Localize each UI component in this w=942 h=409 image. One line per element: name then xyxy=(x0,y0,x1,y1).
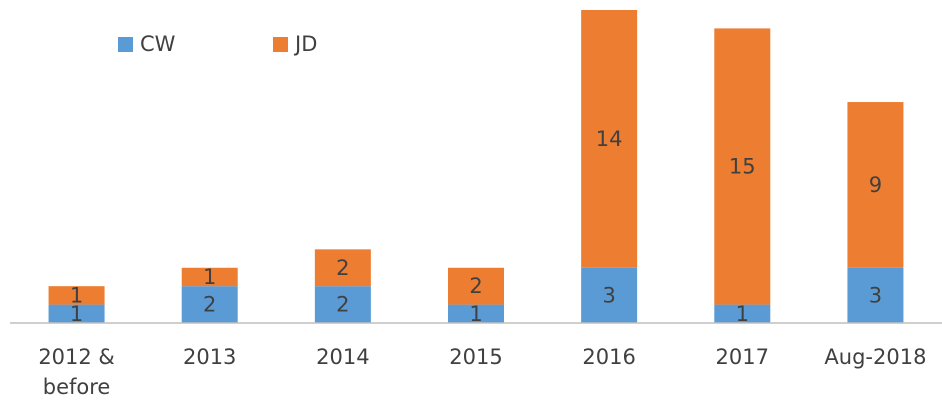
x-tick-label: Aug-2018 xyxy=(824,345,927,369)
bar-segment xyxy=(314,286,371,323)
legend-swatch xyxy=(273,37,288,52)
legend-swatch xyxy=(118,37,133,52)
data-label: 1 xyxy=(469,302,482,326)
bar-segment xyxy=(714,304,771,323)
data-label: 1 xyxy=(203,265,216,289)
bar-segment xyxy=(48,286,105,305)
data-label: 1 xyxy=(70,302,83,326)
bar-segment xyxy=(847,102,904,268)
bar-segment xyxy=(181,286,238,323)
bar-segment xyxy=(581,267,638,323)
data-label: 14 xyxy=(596,127,623,151)
x-tick-label: 2015 xyxy=(449,345,503,369)
data-label: 2 xyxy=(336,293,349,317)
bar-segment xyxy=(847,267,904,323)
x-tick-label: 2017 xyxy=(715,345,769,369)
bar-segment xyxy=(581,10,638,268)
data-label: 15 xyxy=(729,155,756,179)
legend-label: JD xyxy=(293,32,317,56)
bar-segment xyxy=(314,249,371,287)
data-label: 3 xyxy=(869,283,882,307)
data-label: 3 xyxy=(602,283,615,307)
bar-segment xyxy=(448,267,504,305)
data-label: 2 xyxy=(469,274,482,298)
bar-segment xyxy=(48,304,105,323)
legend-label: CW xyxy=(140,32,176,56)
x-tick-label: 2012 & before xyxy=(38,345,115,399)
data-label: 1 xyxy=(736,302,749,326)
data-label: 2 xyxy=(336,256,349,280)
bar-segment xyxy=(714,28,771,305)
bar-segment xyxy=(448,304,504,323)
x-tick-label: 2016 xyxy=(582,345,636,369)
data-label: 1 xyxy=(70,283,83,307)
x-tick-label: 2014 xyxy=(316,345,370,369)
x-tick-label: 2013 xyxy=(182,345,237,369)
data-label: 9 xyxy=(869,173,882,197)
data-label: 2 xyxy=(203,293,216,317)
bar-segment xyxy=(181,267,238,287)
